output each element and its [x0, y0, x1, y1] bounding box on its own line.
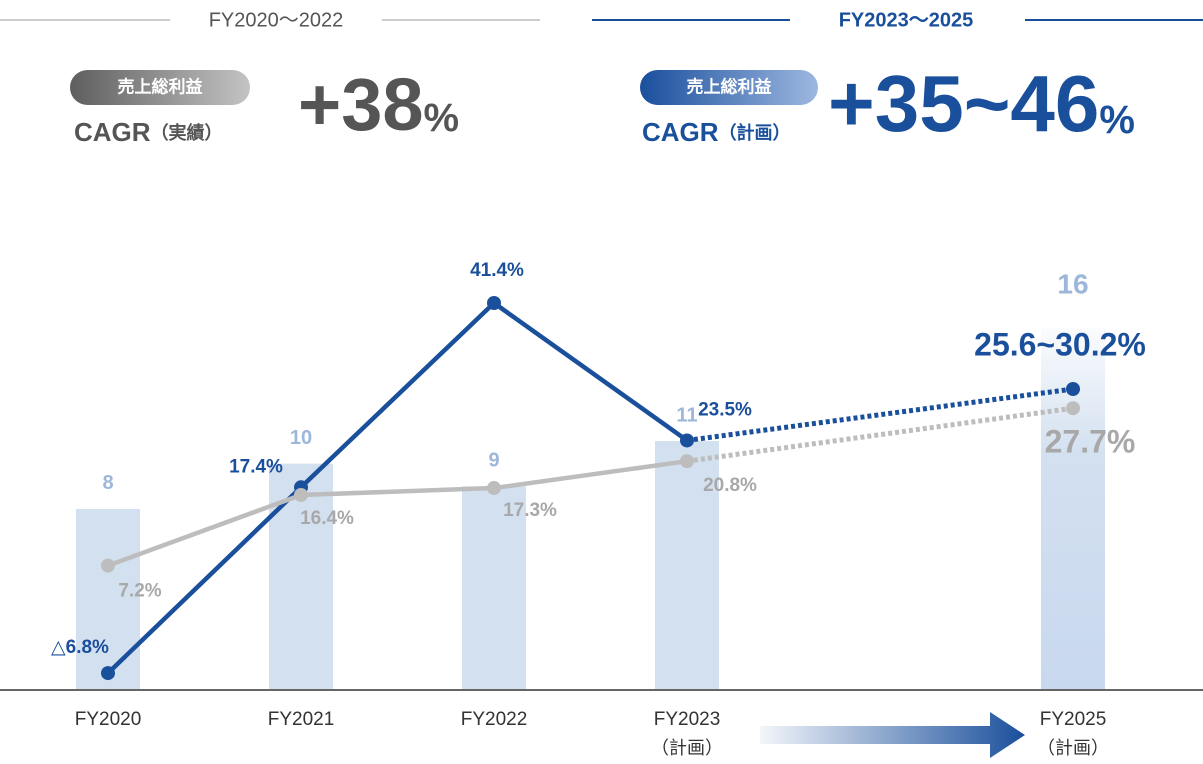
line-point — [101, 666, 115, 681]
x-tick-label: FY2025 — [1040, 709, 1107, 730]
plot: 8 10 9 11 16 FY2020 FY2021 FY2022 FY2023 （計画） FY20… — [0, 260, 1203, 758]
bar — [76, 508, 140, 690]
line-projected — [686, 405, 1074, 464]
bar-label: 11 — [676, 404, 697, 426]
metric-basis: （計画） — [719, 122, 791, 143]
point-label: 25.6~30.2% — [974, 326, 1146, 362]
line-point — [101, 558, 115, 573]
line-point — [487, 296, 501, 310]
line-point — [1066, 401, 1080, 416]
x-tick-label: FY2021 — [268, 709, 335, 730]
line-point — [680, 433, 694, 448]
growth: +38% — [298, 63, 459, 146]
growth-value: +38 — [298, 63, 424, 146]
growth: +35~46% — [828, 59, 1135, 148]
bar-label: 10 — [290, 427, 312, 449]
badge — [70, 70, 250, 105]
x-tick-label: FY2020 — [75, 709, 142, 730]
bar — [462, 486, 526, 690]
badge — [640, 70, 818, 105]
point-label: 23.5% — [698, 399, 752, 420]
point-label: 20.8% — [703, 475, 757, 496]
bar-label: 9 — [488, 450, 499, 472]
line — [107, 458, 688, 568]
line — [106, 300, 689, 675]
metric: CAGR（実績） — [74, 117, 223, 147]
x-tick-label: FY2022 — [461, 709, 528, 730]
line-point — [487, 481, 501, 496]
line-point — [294, 487, 308, 502]
bar-label: 16 — [1057, 268, 1088, 299]
point-label: 17.3% — [503, 500, 557, 521]
growth-unit: % — [424, 96, 460, 140]
badge-text: 売上総利益 — [687, 76, 772, 96]
growth-value: +35~46 — [828, 59, 1099, 148]
line-projected — [686, 386, 1074, 443]
point-label: 41.4% — [470, 260, 524, 281]
bar-label: 8 — [102, 472, 113, 494]
metric-basis: （実績） — [151, 122, 223, 143]
x-tick-label: FY2023 — [654, 709, 721, 730]
line-point — [680, 454, 694, 469]
period-range: FY2023～2025 — [839, 9, 974, 31]
metric-name: CAGR — [74, 117, 151, 147]
point-label: 27.7% — [1045, 424, 1136, 460]
point-label: 16.4% — [300, 508, 354, 529]
metric-name: CAGR — [642, 117, 719, 147]
point-label: 17.4% — [229, 456, 283, 477]
metric: CAGR（計画） — [642, 117, 791, 147]
line-point — [1066, 382, 1080, 396]
bar — [655, 441, 719, 690]
x-tick-note: （計画） — [1037, 738, 1109, 758]
growth-unit: % — [1099, 98, 1135, 142]
projection-arrow — [760, 712, 1025, 758]
x-tick-note: （計画） — [651, 738, 723, 758]
period-range: FY2020～2022 — [209, 9, 344, 31]
badge-text: 売上総利益 — [118, 76, 203, 96]
point-label: 7.2% — [118, 581, 161, 602]
point-label: △6.8% — [51, 637, 109, 658]
